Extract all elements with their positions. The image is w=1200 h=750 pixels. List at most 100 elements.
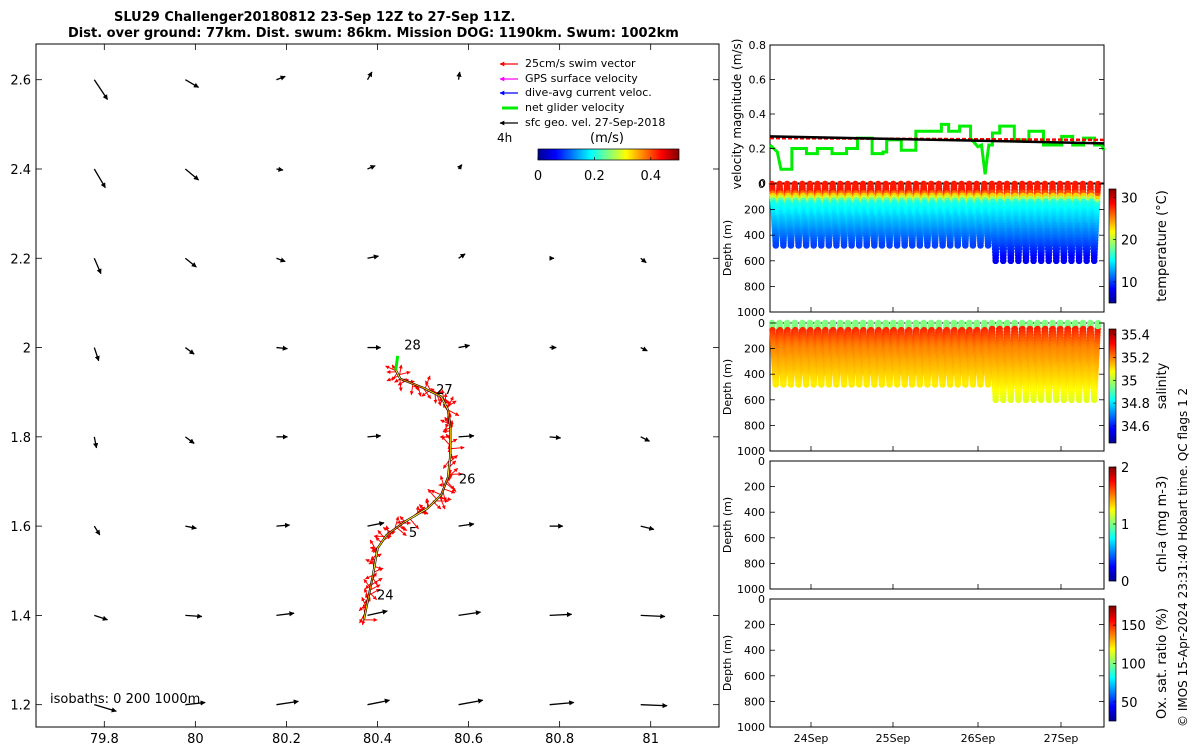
map-ytick-label: 1.8 [10,431,31,446]
profile-sample [954,381,961,388]
swim-vector [385,365,397,372]
swim-vector [398,370,411,376]
map-ytick-label: 2.2 [10,252,31,267]
profile-sample [954,242,961,249]
swim-vector [369,592,377,600]
track-speed-segment [363,597,369,620]
profile-sample [1083,257,1090,264]
profile-sample [1015,396,1022,403]
geo-vector [185,79,200,88]
section-ytick-label: 400 [744,368,765,381]
geo-vector [93,525,101,536]
profile-sample [1030,257,1037,264]
profile-sample [984,381,992,388]
profile-sample [818,381,825,388]
section-ytick-label: 800 [744,280,765,293]
geo-vector [276,611,295,617]
profile-sample [886,381,893,388]
profile-sample [931,242,939,249]
swim-vector [433,501,442,510]
profile-sample [909,381,916,388]
geo-vector [640,702,668,709]
isobaths-label: isobaths: 0 200 1000m [50,692,200,707]
swim-vector [398,377,403,392]
track-speed-segment [422,387,442,398]
section-ytick-label: 600 [744,255,765,268]
geo-vector [185,700,206,706]
profile-sample [977,381,984,388]
profile-sample [939,381,946,388]
colorbar-ticks: 0 0.2 0.4 [534,157,661,184]
swim-vector [430,489,442,496]
profile-sample [1083,396,1090,403]
map-ytick-label: 1.6 [10,520,31,535]
swim-vector [427,488,438,500]
map-ytick-label: 1.2 [10,699,31,714]
profile-sample [780,242,787,249]
section-ytick-label: 200 [744,343,765,356]
map-xtick-label: 80.2 [272,732,301,747]
geo-vector [640,436,650,442]
profile-sample [1022,257,1030,264]
profile-sample [962,242,969,249]
profile-sample [848,381,855,388]
colorbar-tick-label: 10 [1121,276,1138,291]
section-ylabel: Depth (m) [721,220,734,276]
velocity-series-line [769,135,1105,145]
swim-vector [382,527,391,533]
track-speed-segment [404,507,428,523]
profile-sample [1053,257,1060,264]
geo-vector [367,254,380,260]
profile-sample [802,381,810,388]
section-ytick-label: 0 [758,178,765,191]
profile-sample [969,242,977,249]
swim-vector [424,375,431,389]
profile-sample [1037,257,1045,264]
profile-sample [901,381,908,388]
velocity-ytick-label: 0.2 [749,143,767,156]
profile-sample [787,242,795,249]
profile-sample [1015,257,1022,264]
profile-sample [855,381,863,388]
geo-vector [640,346,648,352]
swim-vector [400,524,405,531]
geo-vector [458,698,484,706]
profile-sample [916,242,924,249]
geo-vector [640,257,647,264]
swim-vector [415,505,420,515]
map-ytick-label: 2 [23,342,31,357]
geo-vector [367,165,376,170]
swim-vector [394,516,400,530]
swim-vector [374,565,383,570]
geo-vector [367,609,388,617]
velocity-panel: 00.20.40.60.8 velocity magnitude (m/s) [730,39,1106,190]
profile-sample [840,242,848,249]
swim-vector [440,419,451,425]
geo-vector [93,258,102,275]
swim-vector [418,504,426,511]
profile-sample [871,242,878,249]
track-speed-segment [440,476,449,496]
geo-vector [458,522,475,528]
profile-sample [1045,257,1052,264]
velocity-ytick-label: 0.8 [749,39,767,52]
profile-sample [840,381,848,388]
track-speed-segment [386,521,406,536]
profile-sample [772,242,779,249]
profile-sample [1030,396,1037,403]
track-speed-segment [367,575,374,598]
track-speed-segment [395,369,401,380]
geo-vector [367,698,391,706]
geo-vector [185,613,203,619]
swim-vector [425,499,430,507]
velocity-ticks: 00.20.40.60.8 [749,39,1104,190]
map-plot-area [35,43,720,728]
map-ytick-label: 2.6 [10,74,31,89]
legend-dac-label: dive-avg current veloc. [525,86,652,99]
swim-vector [365,574,374,580]
legend-swim-label: 25cm/s swim vector [525,57,636,70]
profile-sample [916,381,924,388]
